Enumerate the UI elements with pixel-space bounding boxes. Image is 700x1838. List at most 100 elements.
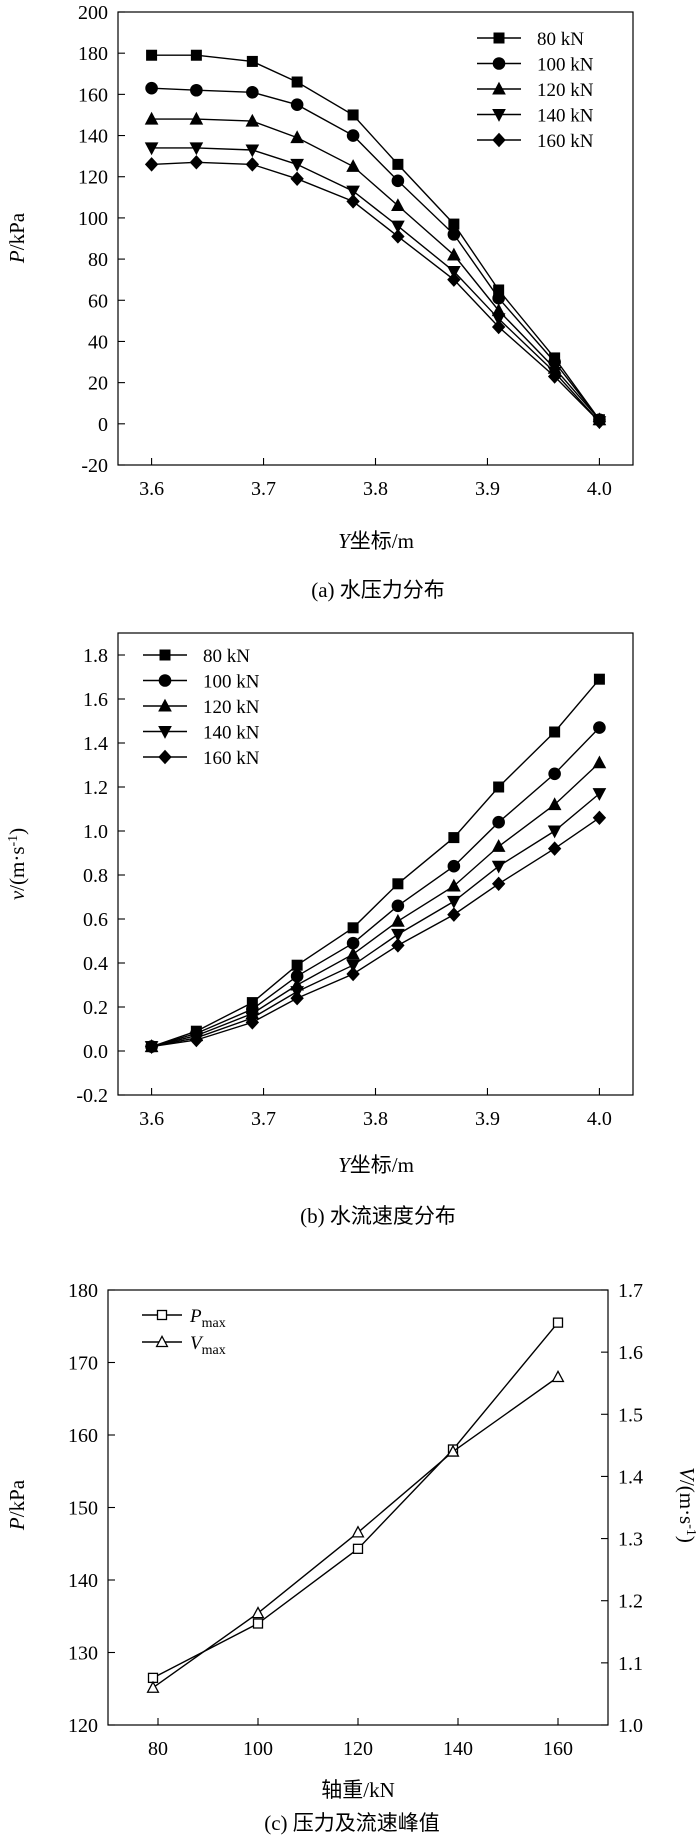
data-point bbox=[251, 1606, 265, 1619]
data-point bbox=[351, 1525, 365, 1538]
legend-label: 80 kN bbox=[203, 646, 250, 667]
legend-item: 160 kN bbox=[143, 748, 260, 769]
right-y-tick-label: 1.0 bbox=[618, 1715, 643, 1737]
data-point bbox=[492, 291, 505, 305]
series-line bbox=[151, 54, 600, 421]
data-point bbox=[447, 859, 461, 873]
legend-marker bbox=[492, 57, 506, 70]
legend-label: 140 kN bbox=[203, 723, 260, 744]
series-120-kN bbox=[144, 111, 607, 426]
right-y-tick-label: 1.7 bbox=[618, 1280, 643, 1302]
data-point bbox=[145, 81, 158, 95]
legend-item: 80 kN bbox=[143, 646, 250, 667]
left-y-tick-label: 170 bbox=[68, 1353, 98, 1375]
data-point bbox=[144, 157, 159, 172]
legend-marker bbox=[492, 81, 506, 95]
data-point bbox=[592, 414, 607, 429]
chart-b-plot-frame bbox=[117, 632, 634, 1096]
data-point bbox=[592, 755, 607, 769]
data-point bbox=[346, 946, 360, 960]
data-point bbox=[491, 313, 506, 327]
data-point bbox=[548, 767, 561, 781]
left-y-tick-label: 130 bbox=[68, 1643, 98, 1665]
series-line bbox=[151, 817, 600, 1048]
data-point bbox=[551, 1369, 565, 1383]
legend-marker bbox=[492, 109, 506, 122]
legend-marker bbox=[156, 1309, 168, 1321]
data-point bbox=[189, 111, 204, 125]
chart-a-series bbox=[144, 49, 607, 430]
y-tick-label: 1.2 bbox=[83, 777, 108, 799]
chart-a-caption: (a) 水压力分布 bbox=[311, 578, 445, 602]
legend-marker bbox=[158, 749, 172, 765]
data-point bbox=[290, 158, 304, 172]
legend-marker bbox=[158, 698, 172, 712]
data-point bbox=[146, 1680, 160, 1693]
data-point bbox=[246, 86, 259, 99]
chart-b-ticks bbox=[118, 654, 600, 1096]
data-point bbox=[391, 899, 405, 913]
data-point bbox=[290, 130, 304, 144]
data-point bbox=[391, 174, 405, 188]
chart-c-ticks bbox=[108, 1289, 608, 1726]
legend-item: Pmax bbox=[142, 1306, 226, 1331]
x-tick-label: 3.8 bbox=[363, 1108, 388, 1130]
y-tick-label: 0.4 bbox=[83, 953, 108, 975]
legend-item: 140 kN bbox=[477, 106, 594, 127]
data-point bbox=[446, 1444, 460, 1457]
chart-b-flow-velocity: -0.20.00.20.40.60.81.01.21.41.61.8 3.6 3.… bbox=[5, 632, 634, 1228]
chart-c-x-tick-labels: 80 100 120 140 160 bbox=[148, 1738, 573, 1760]
series-line bbox=[151, 727, 600, 1048]
data-point bbox=[352, 1543, 364, 1554]
x-tick-label: 4.0 bbox=[587, 478, 612, 500]
x-tick-label: 120 bbox=[343, 1738, 373, 1760]
data-point bbox=[189, 155, 204, 170]
chart-c-right-y-tick-labels: 1.0 1.1 1.2 1.3 1.4 1.5 1.6 1.7 bbox=[618, 1280, 643, 1737]
left-y-tick-label: 150 bbox=[68, 1498, 98, 1520]
legend-label: 100 kN bbox=[537, 55, 594, 76]
x-tick-label: 3.8 bbox=[363, 478, 388, 500]
legend-item: 80 kN bbox=[477, 29, 584, 50]
left-y-tick-label: 160 bbox=[68, 1425, 98, 1447]
data-point bbox=[190, 83, 203, 97]
data-point bbox=[493, 781, 505, 793]
legend-item: Vmax bbox=[142, 1333, 226, 1358]
y-tick-label: 180 bbox=[78, 43, 108, 65]
data-point bbox=[391, 229, 405, 244]
data-point bbox=[346, 966, 360, 982]
data-point bbox=[252, 1618, 264, 1629]
legend-label: 160 kN bbox=[203, 748, 260, 769]
x-tick-label: 3.7 bbox=[251, 1108, 276, 1130]
right-y-tick-label: 1.4 bbox=[618, 1466, 643, 1488]
chart-c-right-y-axis-label: V/(m·s-1) bbox=[675, 1467, 699, 1543]
data-point bbox=[290, 990, 304, 1006]
legend-marker bbox=[159, 649, 171, 661]
chart-b-y-tick-labels: -0.2 0.0 0.2 0.4 0.6 0.8 1.0 1.2 1.4 1.6 1.8 bbox=[76, 645, 108, 1107]
left-y-tick-label: 140 bbox=[68, 1570, 98, 1592]
series-line bbox=[151, 118, 600, 421]
y-tick-label: 0.8 bbox=[83, 865, 108, 887]
chart-b-x-tick-labels: 3.6 3.7 3.8 3.9 4.0 bbox=[139, 1108, 612, 1130]
data-point bbox=[547, 841, 562, 856]
x-tick-label: 3.9 bbox=[475, 478, 500, 500]
series-line bbox=[151, 147, 600, 423]
data-point bbox=[144, 111, 159, 125]
data-point bbox=[593, 673, 605, 685]
right-y-tick-label: 1.2 bbox=[618, 1591, 643, 1613]
data-point bbox=[146, 49, 158, 61]
right-y-tick-label: 1.1 bbox=[618, 1653, 643, 1675]
y-tick-label: 0.6 bbox=[83, 909, 108, 931]
data-point bbox=[447, 895, 461, 909]
chart-a-y-axis-label: P/kPa bbox=[5, 212, 29, 264]
chart-c-peak-values: 120 130 140 150 160 170 180 1.0 1.1 1.2 1.3 1.4 1.5… bbox=[5, 1280, 699, 1835]
data-point bbox=[492, 815, 505, 829]
chart-a-legend: 80 kN 100 kN 120 kN 140 kN 160 kN bbox=[477, 29, 594, 152]
y-tick-label: 60 bbox=[88, 290, 108, 312]
y-tick-label: 1.6 bbox=[83, 689, 108, 711]
data-point bbox=[245, 157, 260, 172]
legend-item: 160 kN bbox=[477, 131, 594, 152]
x-tick-label: 3.6 bbox=[139, 1108, 164, 1130]
left-y-tick-label: 120 bbox=[68, 1715, 98, 1737]
data-point bbox=[189, 142, 204, 156]
